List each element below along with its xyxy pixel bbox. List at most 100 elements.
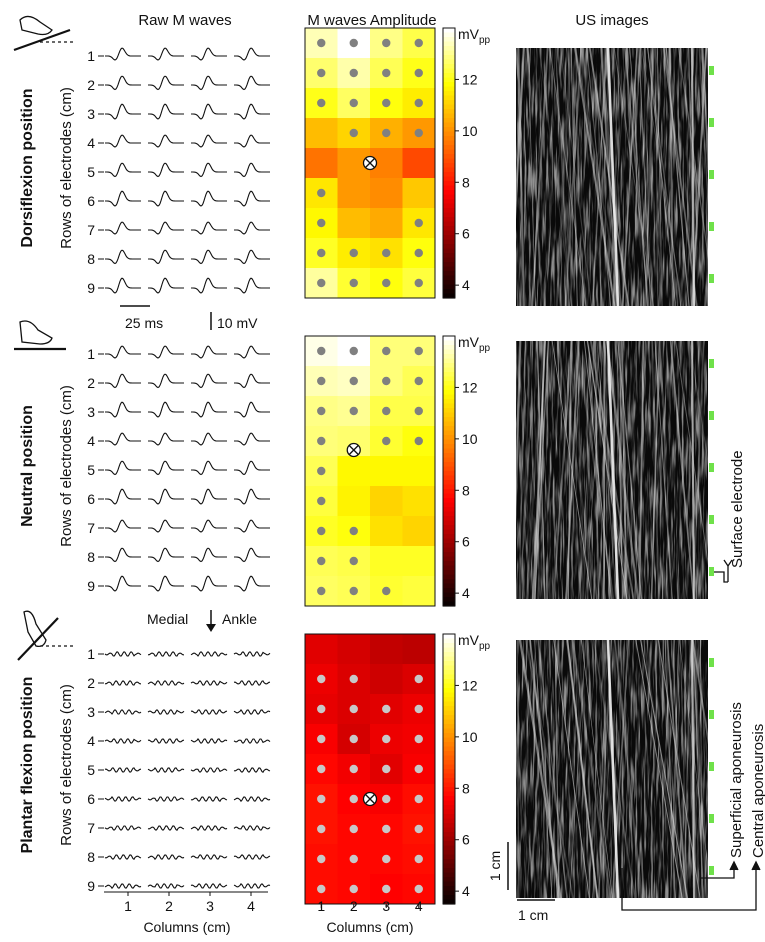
electrode-dot bbox=[414, 764, 423, 774]
medial-label: Medial bbox=[147, 611, 188, 627]
m-wave-trace bbox=[148, 373, 184, 389]
electrode-marker bbox=[709, 463, 714, 472]
us-image-3 bbox=[516, 640, 714, 898]
m-wave-trace bbox=[234, 221, 270, 235]
electrode-dot bbox=[382, 346, 391, 356]
electrode-dot bbox=[382, 406, 391, 416]
m-wave-trace bbox=[233, 853, 271, 860]
foot-plantar-flexion-icon bbox=[17, 610, 76, 661]
column-tick-label: 1 bbox=[317, 898, 325, 914]
row-number: 4 bbox=[87, 135, 95, 151]
electrode-dot bbox=[317, 68, 326, 78]
column-tick-label: 4 bbox=[415, 898, 423, 914]
colorbar-tick-label: 4 bbox=[462, 883, 470, 899]
heatmap-cell bbox=[370, 516, 403, 547]
electrode-dot bbox=[349, 764, 358, 774]
row-number: 7 bbox=[87, 222, 95, 238]
m-wave-trace bbox=[147, 651, 184, 657]
column-tick-label: 3 bbox=[382, 898, 390, 914]
electrode-dot bbox=[317, 496, 326, 506]
electrode-dot bbox=[317, 346, 326, 356]
heatmap-cell bbox=[337, 486, 371, 517]
electrode-dot bbox=[382, 128, 391, 138]
foot-dorsiflexion-icon bbox=[13, 15, 74, 52]
electrode-dot bbox=[414, 406, 423, 416]
m-wave-trace bbox=[234, 401, 270, 418]
electrode-dot bbox=[414, 884, 423, 894]
row-number: 4 bbox=[87, 433, 95, 449]
colorbar-tick-label: 6 bbox=[462, 226, 470, 242]
electrode-dot bbox=[349, 854, 358, 864]
electrode-dot bbox=[349, 98, 358, 108]
m-wave-trace bbox=[233, 767, 271, 773]
electrode-dot bbox=[317, 824, 326, 834]
m-wave-trace bbox=[105, 460, 141, 476]
electrode-dot bbox=[414, 436, 423, 446]
electrode-dot bbox=[349, 824, 358, 834]
row-number: 2 bbox=[87, 375, 95, 391]
row-number: 2 bbox=[87, 77, 95, 93]
m-wave-trace bbox=[148, 190, 184, 207]
neutral-label: Neutral position bbox=[19, 405, 36, 527]
colorbar-tick-label: 12 bbox=[462, 379, 478, 395]
m-wave-trace bbox=[147, 825, 185, 831]
heatmap-cell bbox=[305, 118, 338, 149]
electrode-dot bbox=[349, 794, 358, 804]
heatmap-cell bbox=[337, 178, 371, 209]
surface-electrode-pointer bbox=[714, 559, 733, 583]
aponeurosis-pointers bbox=[621, 860, 761, 911]
row-number: 7 bbox=[87, 820, 95, 836]
m-wave-trace bbox=[233, 882, 271, 889]
m-wave-trace bbox=[148, 103, 184, 120]
m-wave-trace bbox=[104, 709, 142, 715]
electrode-dot bbox=[414, 794, 423, 804]
m-wave-trace bbox=[148, 460, 184, 476]
m-wave-trace bbox=[190, 882, 228, 889]
electrode-marker bbox=[709, 359, 714, 368]
innervation-zone-marker bbox=[362, 791, 378, 807]
colorbars: 12 10 8 6 4 mVpp 12 10 8 6 4 mVpp 12 10 8 6 4 mVpp bbox=[442, 26, 491, 905]
m-wave-trace bbox=[191, 221, 227, 235]
colorbar-tick-label: 6 bbox=[462, 832, 470, 848]
electrode-marker bbox=[709, 866, 714, 875]
header-us-images: US images bbox=[575, 12, 648, 29]
electrode-dot bbox=[382, 794, 391, 804]
row-number: 9 bbox=[87, 578, 95, 594]
m-wave-trace bbox=[104, 854, 142, 860]
heatmap-1 bbox=[304, 27, 436, 299]
electrode-dot bbox=[349, 674, 358, 684]
row-number: 1 bbox=[87, 646, 95, 662]
colorbar-tick-label: 10 bbox=[462, 123, 478, 139]
m-wave-trace bbox=[104, 680, 141, 686]
m-wave-trace bbox=[105, 401, 141, 418]
row-number: 9 bbox=[87, 878, 95, 894]
m-wave-trace bbox=[234, 249, 270, 265]
row-number: 5 bbox=[87, 462, 95, 478]
electrode-dot bbox=[414, 376, 423, 386]
electrode-dot bbox=[349, 526, 358, 536]
row-number: 1 bbox=[87, 48, 95, 64]
central-aponeurosis-label: Central aponeurosis bbox=[750, 724, 765, 858]
heatmap-cell bbox=[370, 208, 403, 239]
m-wave-trace bbox=[105, 547, 141, 563]
electrode-dot bbox=[414, 218, 423, 228]
heatmap-cell bbox=[402, 178, 436, 209]
electrode-dot bbox=[349, 586, 358, 596]
colorbar-1: 12 10 8 6 4 mVpp bbox=[442, 26, 491, 299]
electrode-dot bbox=[317, 218, 326, 228]
electrode-dot bbox=[414, 128, 423, 138]
m-wave-trace bbox=[191, 345, 227, 359]
heatmap-cell bbox=[402, 456, 436, 487]
electrode-dot bbox=[317, 586, 326, 596]
m-wave-trace bbox=[234, 460, 270, 476]
m-wave-trace bbox=[191, 432, 227, 446]
electrode-dot bbox=[382, 884, 391, 894]
svg-text:25 ms: 25 ms bbox=[125, 315, 163, 331]
m-wave-trace bbox=[233, 708, 271, 715]
m-wave-trace bbox=[191, 249, 227, 265]
m-wave-trace bbox=[190, 796, 228, 802]
heatmap-cell bbox=[402, 634, 436, 665]
heatmap-cell bbox=[370, 456, 403, 487]
row-number: 5 bbox=[87, 762, 95, 778]
